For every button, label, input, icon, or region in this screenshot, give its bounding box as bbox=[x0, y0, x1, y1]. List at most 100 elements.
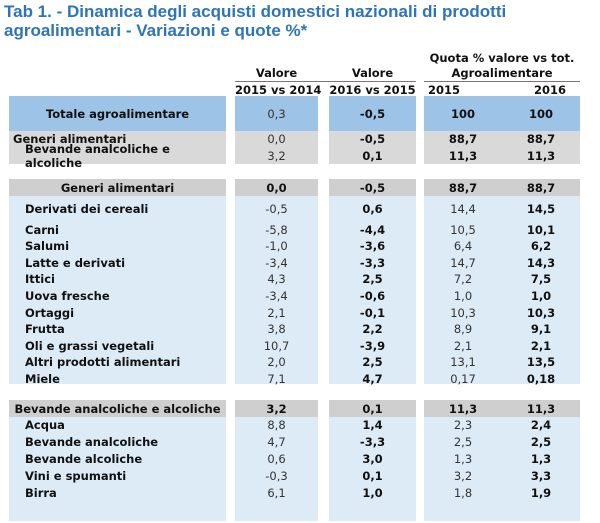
total-row-bg bbox=[9, 96, 226, 131]
section-header-bg bbox=[9, 179, 226, 196]
quota-2016: 9,1 bbox=[530, 322, 552, 337]
value-2015-vs-2014: 0,0 bbox=[267, 132, 286, 147]
section-header-bg bbox=[424, 179, 580, 196]
table-row: Oli e grassi vegetali 10,7 -3,9 2,1 2,1 bbox=[9, 337, 580, 354]
table-row: Carni -5,8 -4,4 10,5 10,1 bbox=[9, 221, 580, 238]
value-2016-vs-2015: -3,9 bbox=[359, 338, 386, 353]
quota-2016: 88,7 bbox=[526, 180, 556, 195]
table-row: Acqua 8,8 1,4 2,3 2,4 bbox=[9, 416, 580, 433]
value-2015-vs-2014: -0,5 bbox=[265, 201, 288, 216]
table-row: Frutta 3,8 2,2 8,9 9,1 bbox=[9, 321, 580, 338]
value-2015-vs-2014: 3,8 bbox=[267, 322, 286, 337]
value-2015-vs-2014: 3,2 bbox=[266, 401, 287, 416]
table-row: Miele 7,1 4,7 0,17 0,18 bbox=[9, 370, 580, 387]
header-year-2016: 2016 bbox=[533, 83, 566, 97]
summary-bg bbox=[329, 131, 416, 164]
row-label: Frutta bbox=[25, 322, 65, 337]
value-2015-vs-2014: 0,0 bbox=[266, 180, 287, 195]
section-body-bg bbox=[235, 196, 318, 384]
quota-2015: 11,3 bbox=[448, 401, 478, 416]
quota-2016: 14,5 bbox=[526, 201, 556, 216]
section-body-bg bbox=[329, 196, 416, 384]
row-label: Salumi bbox=[25, 239, 70, 254]
section-header-bg bbox=[424, 400, 580, 417]
value-2015-vs-2014: 0,6 bbox=[267, 451, 286, 466]
value-2016-vs-2015: 2,2 bbox=[362, 322, 383, 337]
quota-2015: 3,2 bbox=[453, 468, 473, 483]
quota-2015: 2,3 bbox=[453, 417, 473, 432]
value-2015-vs-2014: 0,3 bbox=[267, 106, 286, 121]
row-label: Carni bbox=[25, 222, 60, 237]
summary-bg bbox=[235, 131, 318, 164]
value-2016-vs-2015: -0,1 bbox=[359, 305, 386, 320]
value-2016-vs-2015: -3,6 bbox=[359, 239, 386, 254]
section-header-bg bbox=[329, 179, 416, 196]
quota-2015: 7,2 bbox=[453, 272, 473, 287]
section-body-bg bbox=[9, 409, 226, 521]
quota-2016: 10,1 bbox=[526, 222, 556, 237]
value-2015-vs-2014: 4,3 bbox=[267, 272, 286, 287]
section-body-bg bbox=[235, 409, 318, 521]
header-valore-2: Valore bbox=[351, 66, 394, 80]
value-2015-vs-2014: 6,1 bbox=[267, 485, 286, 500]
summary-bg bbox=[424, 131, 580, 164]
header-divider bbox=[235, 81, 416, 82]
row-label: Generi alimentari bbox=[13, 132, 127, 147]
row-label: Bevande alcoliche bbox=[25, 451, 143, 466]
quota-2016: 1,0 bbox=[530, 288, 552, 303]
quota-2016: 10,3 bbox=[526, 305, 556, 320]
value-2016-vs-2015: 3,0 bbox=[362, 451, 383, 466]
value-2016-vs-2015: 2,5 bbox=[362, 272, 383, 287]
row-label: Generi alimentari bbox=[60, 180, 175, 195]
total-row-bg bbox=[424, 96, 580, 131]
total-row-bg bbox=[329, 96, 416, 131]
total-row: Totale agroalimentare 0,3 -0,5 100 100 bbox=[9, 96, 580, 131]
row-label: Vini e spumanti bbox=[25, 468, 127, 483]
section-body-bg bbox=[329, 409, 416, 521]
quota-2015: 1,8 bbox=[453, 485, 473, 500]
summary-row: Generi alimentari 0,0 -0,5 88,7 88,7 bbox=[9, 131, 580, 148]
header-year-2015: 2015 bbox=[427, 83, 460, 97]
value-2015-vs-2014: 8,8 bbox=[267, 417, 286, 432]
value-2015-vs-2014: 4,7 bbox=[267, 434, 286, 449]
quota-2016: 6,2 bbox=[530, 239, 552, 254]
quota-2015: 88,7 bbox=[448, 180, 478, 195]
value-2015-vs-2014: -3,4 bbox=[265, 255, 288, 270]
quota-2016: 88,7 bbox=[526, 132, 556, 147]
quota-2015: 6,4 bbox=[453, 239, 473, 254]
value-2016-vs-2015: 0,6 bbox=[362, 201, 383, 216]
section-header-bg bbox=[9, 400, 226, 417]
value-2016-vs-2015: -4,4 bbox=[359, 222, 386, 237]
table-row: Vini e spumanti -0,3 0,1 3,2 3,3 bbox=[9, 467, 580, 484]
row-label: Ortaggi bbox=[25, 305, 75, 320]
header-valore-1: Valore bbox=[255, 66, 298, 80]
summary-bg bbox=[9, 131, 226, 164]
quota-2015: 1,3 bbox=[453, 451, 473, 466]
value-2016-vs-2015: 1,4 bbox=[362, 417, 383, 432]
quota-2016: 13,5 bbox=[526, 355, 556, 370]
quota-2015: 88,7 bbox=[448, 132, 478, 147]
quota-2015: 14,7 bbox=[450, 255, 476, 270]
quota-2016: 14,3 bbox=[526, 255, 556, 270]
quota-2015: 2,5 bbox=[453, 434, 473, 449]
section-header-bg bbox=[235, 400, 318, 417]
table-row: Altri prodotti alimentari 2,0 2,5 13,1 13,5 bbox=[9, 354, 580, 371]
quota-2015: 100 bbox=[450, 106, 475, 121]
quota-2016: 2,5 bbox=[530, 434, 552, 449]
row-label: Uova fresche bbox=[25, 288, 110, 303]
value-2016-vs-2015: 0,1 bbox=[362, 468, 383, 483]
table-row: Latte e derivati -3,4 -3,3 14,7 14,3 bbox=[9, 254, 580, 271]
quota-2016: 7,5 bbox=[530, 272, 552, 287]
value-2016-vs-2015: 4,7 bbox=[362, 371, 383, 386]
quota-2015: 10,3 bbox=[450, 305, 476, 320]
quota-2016: 3,3 bbox=[530, 468, 552, 483]
total-row-bg bbox=[235, 96, 318, 131]
row-label: Oli e grassi vegetali bbox=[25, 338, 155, 353]
value-2016-vs-2015: -3,3 bbox=[359, 434, 386, 449]
section-header-bg bbox=[329, 400, 416, 417]
quota-2015: 13,1 bbox=[450, 355, 476, 370]
value-2016-vs-2015: 0,1 bbox=[362, 401, 383, 416]
table-row: Birra 6,1 1,0 1,8 1,9 bbox=[9, 484, 580, 501]
section-body-bg bbox=[9, 196, 226, 384]
header-quota-line1: Quota % valore vs tot. bbox=[429, 51, 575, 65]
